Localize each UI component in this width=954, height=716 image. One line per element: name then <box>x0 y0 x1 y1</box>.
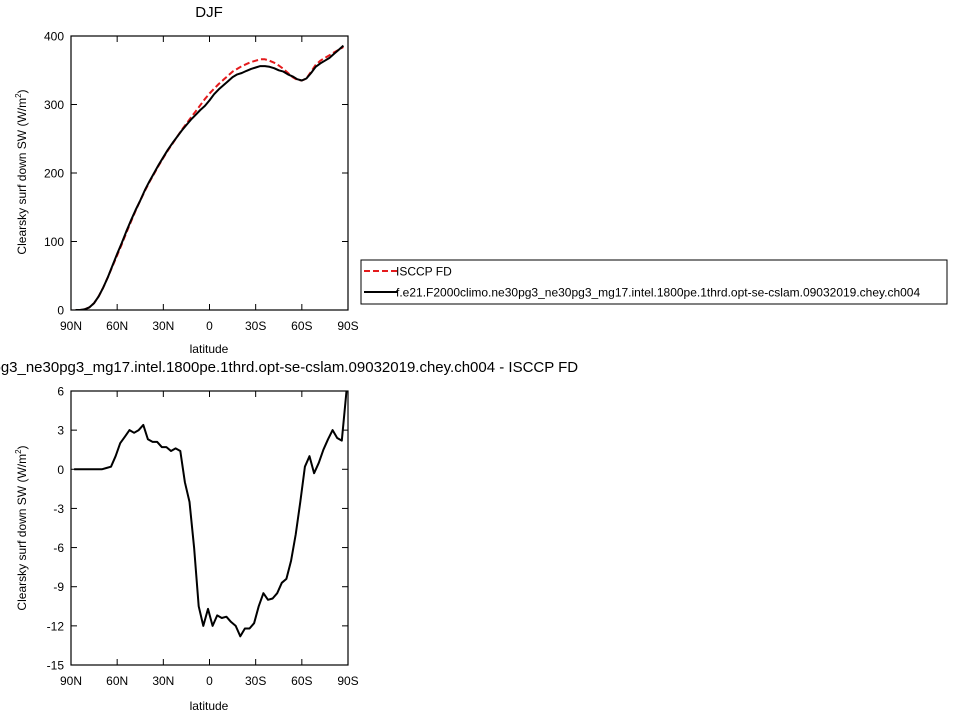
bottom-x-tick-label: 30S <box>245 674 266 688</box>
bottom-x-axis-label: latitude <box>190 699 229 713</box>
top-plot-area <box>70 35 349 311</box>
bottom-y-axis-label-close: ) <box>15 445 29 449</box>
top-title: DJF <box>195 4 223 21</box>
bottom-x-tick-label: 60S <box>291 674 312 688</box>
bottom-x-tick-label: 90N <box>60 674 82 688</box>
legend-box <box>360 259 948 305</box>
top-y-tick-label: 400 <box>44 30 64 44</box>
bottom-y-tick-label: -3 <box>53 502 64 516</box>
bottom-y-tick-label: -9 <box>53 580 64 594</box>
bottom-y-tick-label: 3 <box>57 424 64 438</box>
legend-entry-model: f.e21.F2000climo.ne30pg3_ne30pg3_mg17.in… <box>396 286 920 300</box>
top-x-tick-label: 60S <box>291 319 312 333</box>
legend: ISCCP FD f.e21.F2000climo.ne30pg3_ne30pg… <box>360 259 948 305</box>
bottom-title: f.e21.F2000climo.ne30pg3_ne30pg3_mg17.in… <box>0 359 578 376</box>
bottom-y-axis-label-sup: 2 <box>14 449 23 454</box>
top-y-tick-label: 0 <box>57 304 64 318</box>
top-series-line-2 <box>75 44 345 310</box>
top-y-axis: 0 100 200 300 400 <box>44 30 348 318</box>
top-y-tick-label: 100 <box>44 235 64 249</box>
bottom-y-axis: -15 -12 -9 -6 -3 0 3 6 <box>47 385 348 673</box>
bottom-y-tick-label: 0 <box>57 463 64 477</box>
top-x-tick-label: 30N <box>152 319 174 333</box>
top-panel: DJF 90N 60N 30N 0 30S 60S 90S 0 100 200 300 400 la… <box>14 4 359 356</box>
bottom-y-axis-label: Clearsky surf down SW (W/m2) <box>14 445 29 610</box>
top-y-axis-label-main: Clearsky surf down SW (W/m <box>15 98 29 255</box>
bottom-x-tick-label: 0 <box>206 674 213 688</box>
top-x-axis: 90N 60N 30N 0 30S 60S 90S <box>60 36 359 333</box>
bottom-series-line-1 <box>74 391 348 638</box>
top-y-axis-label: Clearsky surf down SW (W/m2) <box>14 89 29 254</box>
top-y-tick-label: 300 <box>44 98 64 112</box>
bottom-y-axis-label-main: Clearsky surf down SW (W/m <box>15 454 29 611</box>
bottom-x-tick-label: 90S <box>337 674 358 688</box>
top-y-axis-label-close: ) <box>15 89 29 93</box>
top-y-tick-label: 200 <box>44 167 64 181</box>
top-series-line-1 <box>75 46 344 310</box>
top-x-tick-label: 30S <box>245 319 266 333</box>
bottom-y-tick-label: 6 <box>57 385 64 399</box>
top-x-tick-label: 60N <box>106 319 128 333</box>
bottom-frame <box>70 390 349 666</box>
bottom-x-tick-label: 60N <box>106 674 128 688</box>
top-x-tick-label: 90S <box>337 319 358 333</box>
top-x-tick-label: 90N <box>60 319 82 333</box>
top-x-tick-label: 0 <box>206 319 213 333</box>
bottom-panel: f.e21.F2000climo.ne30pg3_ne30pg3_mg17.in… <box>0 359 578 713</box>
bottom-y-tick-label: -6 <box>53 541 64 555</box>
legend-entry-isccp: ISCCP FD <box>396 265 452 279</box>
bottom-x-tick-label: 30N <box>152 674 174 688</box>
bottom-plot-area <box>70 390 349 666</box>
top-x-axis-label: latitude <box>190 342 229 356</box>
top-y-axis-label-sup: 2 <box>14 93 23 98</box>
bottom-y-tick-label: -12 <box>47 619 65 633</box>
bottom-y-tick-label: -15 <box>47 659 65 673</box>
bottom-x-axis: 90N 60N 30N 0 30S 60S 90S <box>60 391 359 688</box>
